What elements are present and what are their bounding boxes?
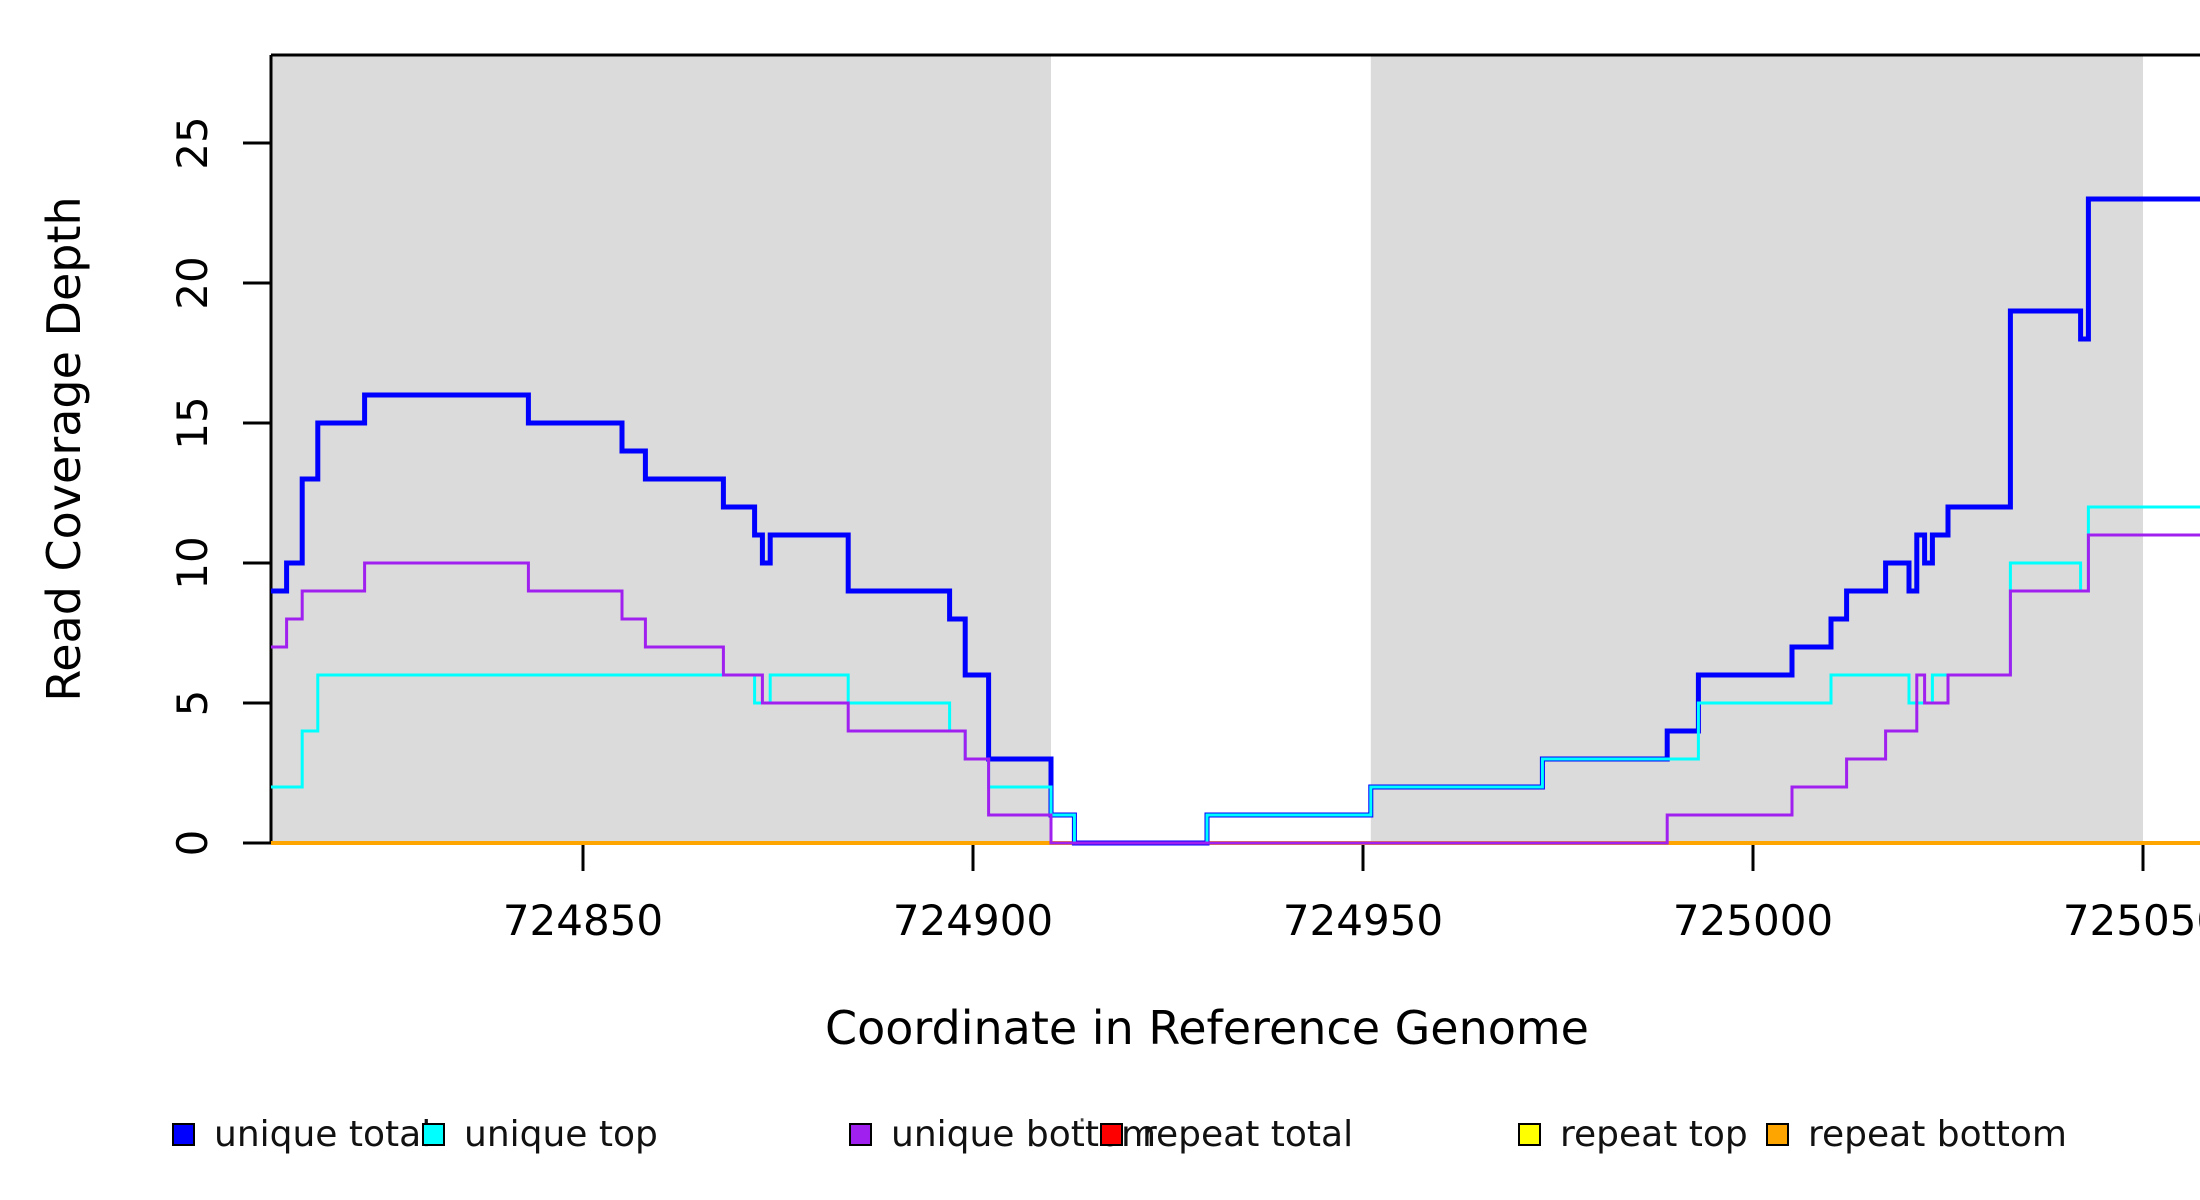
legend-item-unique-top: unique top [422, 1113, 658, 1155]
y-axis-title: Read Coverage Depth [37, 196, 91, 701]
legend-item-repeat-total: repeat total [1100, 1113, 1354, 1155]
legend-swatch-repeat-top [1518, 1123, 1541, 1146]
legend-label-repeat-top: repeat top [1560, 1113, 1748, 1155]
legend-swatch-repeat-bottom [1766, 1123, 1789, 1146]
series-unique-bottom [271, 533, 2200, 845]
legend-label-repeat-total: repeat total [1142, 1113, 1354, 1155]
legend-label-unique-total: unique total [214, 1113, 432, 1155]
y-tick-label: 10 [168, 536, 217, 589]
legend-swatch-unique-top [422, 1123, 445, 1146]
stray-mark: · [1078, 1106, 1087, 1136]
legend-swatch-unique-bottom [849, 1123, 872, 1146]
series-layer [271, 196, 2200, 846]
legend-label-unique-top: unique top [464, 1113, 658, 1155]
legend-swatch-unique-total [172, 1123, 195, 1146]
legend-swatch-repeat-total [1100, 1123, 1123, 1146]
legend-item-repeat-bottom: repeat bottom [1766, 1113, 2067, 1155]
x-axis-title: Coordinate in Reference Genome [825, 1001, 1589, 1055]
shaded-regions-layer [271, 55, 2143, 843]
y-tick-label: 15 [168, 396, 217, 449]
x-tick-label: 724950 [1283, 896, 1443, 945]
x-tick-label: 724900 [893, 896, 1053, 945]
y-tick-label: 5 [168, 690, 217, 717]
shaded-region [1370, 55, 2143, 843]
legend-item-repeat-top: repeat top [1518, 1113, 1748, 1155]
x-tick-label: 724850 [503, 896, 663, 945]
y-tick-label: 0 [168, 830, 217, 857]
x-tick-label: 725000 [1673, 896, 1833, 945]
shaded-region [271, 55, 1051, 843]
y-tick-label: 25 [168, 116, 217, 169]
y-tick-label: 20 [168, 256, 217, 309]
legend-item-unique-total: unique total [172, 1113, 432, 1155]
legend-label-repeat-bottom: repeat bottom [1808, 1113, 2067, 1155]
